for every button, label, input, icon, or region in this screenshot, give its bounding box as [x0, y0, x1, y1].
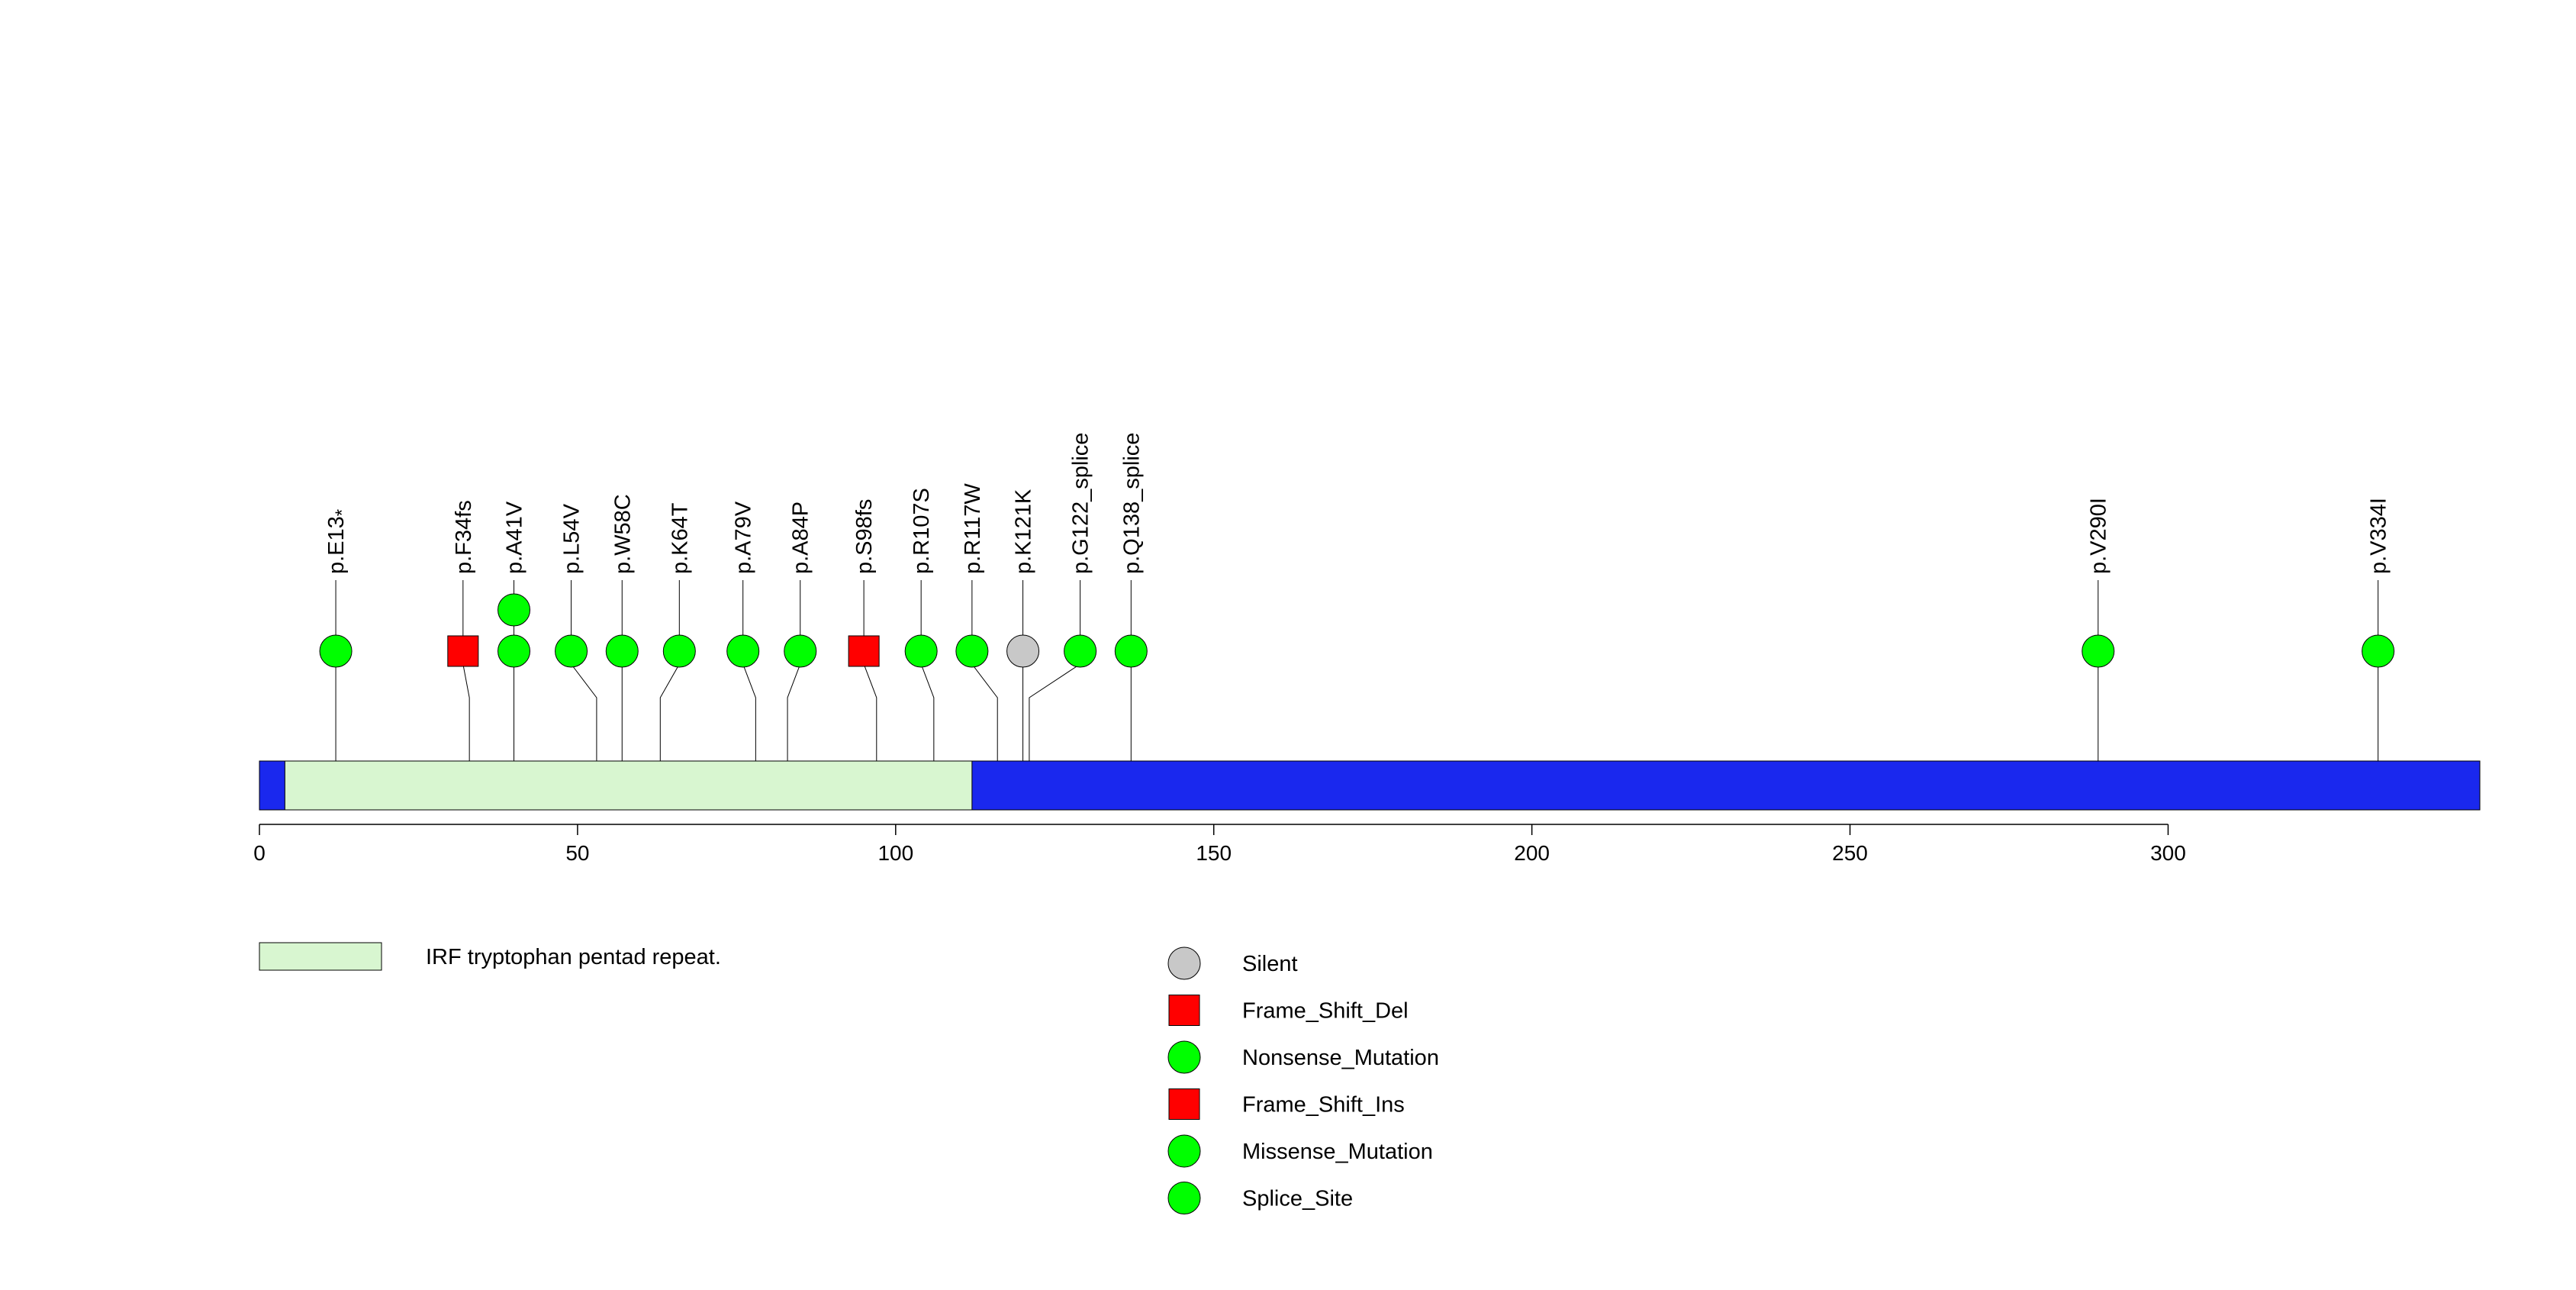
- legend-marker-3: [1168, 1088, 1200, 1120]
- mutation-label-10: p.R117W: [961, 483, 985, 574]
- legend-label-2: Nonsense_Mutation: [1242, 1046, 1439, 1070]
- legend-marker-4: [1167, 1134, 1201, 1168]
- mutation-marker-13-0: [1114, 634, 1148, 668]
- domain-legend: IRF tryptophan pentad repeat.: [259, 942, 721, 971]
- mutation-label-13: p.Q138_splice: [1119, 433, 1144, 574]
- mutation-label-3: p.L54V: [560, 503, 584, 574]
- mutation-label-text-5: p.K64T: [668, 502, 692, 574]
- mutation-label-text-2: p.A41V: [503, 501, 527, 574]
- x-tick-label-250: 250: [1832, 841, 1868, 865]
- mutation-marker-14-0: [2082, 634, 2115, 668]
- mutation-markers: [319, 593, 2395, 668]
- mutation-label-text-13: p.Q138_splice: [1119, 433, 1144, 574]
- legend-marker-5: [1167, 1182, 1201, 1214]
- mutation-marker-4-0: [605, 634, 639, 668]
- legend-label-0: Silent: [1242, 952, 1298, 976]
- mutation-label-14: p.V290I: [2087, 498, 2111, 574]
- mutation-marker-3-0: [555, 634, 588, 668]
- mutation-label-text-4: p.W58C: [610, 494, 635, 574]
- x-tick-label-150: 150: [1196, 841, 1232, 865]
- x-tick-label-300: 300: [2150, 841, 2186, 865]
- mutation-label-11: p.K121K: [1012, 489, 1036, 574]
- mutation-label-1: p.F34fs: [452, 500, 476, 574]
- x-tick-label-200: 200: [1514, 841, 1550, 865]
- mutation-label-text-8: p.S98fs: [852, 499, 877, 574]
- mutation-label-12: p.G122_splice: [1069, 433, 1093, 574]
- mutation-label-0: p.E13*: [324, 509, 353, 574]
- legend-label-3: Frame_Shift_Ins: [1242, 1093, 1405, 1117]
- mutation-type-legend: Silent Frame_Shift_Del Nonsense_Mutation Fr…: [1167, 947, 1439, 1214]
- mutation-label-text-6: p.A79V: [732, 501, 756, 574]
- mutation-label-15: p.V334I: [2367, 498, 2391, 574]
- mutation-marker-12-0: [1064, 634, 1097, 668]
- x-tick-label-100: 100: [877, 841, 913, 865]
- mutation-marker-0-0: [319, 634, 353, 668]
- domain-legend-label-0: IRF tryptophan pentad repeat.: [426, 945, 721, 969]
- mutation-label-text-3: p.L54V: [560, 503, 584, 574]
- legend-label-1: Frame_Shift_Del: [1242, 999, 1409, 1024]
- legend-marker-0: [1167, 947, 1201, 980]
- mutation-marker-9-0: [904, 634, 938, 668]
- mutation-marker-15-0: [2362, 634, 2395, 668]
- mutation-label-text-11: p.K121K: [1012, 489, 1036, 574]
- mutation-label-text-14: p.V290I: [2087, 498, 2111, 574]
- legend-marker-1: [1168, 995, 1200, 1026]
- legend-marker-2: [1167, 1040, 1201, 1074]
- mutation-label-2: p.A41V: [503, 501, 527, 574]
- mutation-label-4: p.W58C: [610, 494, 635, 574]
- mutation-label-7: p.A84P: [789, 501, 813, 574]
- mutation-marker-5-0: [662, 634, 696, 668]
- domain-region-0: [284, 760, 973, 811]
- mutation-label-text-9: p.R107S: [910, 488, 934, 574]
- x-tick-label-0: 0: [253, 841, 266, 865]
- mutation-marker-2-0: [497, 634, 531, 668]
- mutation-marker-10-0: [955, 634, 989, 668]
- mutation-label-text-10: p.R117W: [961, 483, 985, 574]
- mutation-label-8: p.S98fs: [852, 499, 877, 574]
- legend-label-5: Splice_Site: [1242, 1187, 1353, 1211]
- mutation-label-text-1: p.F34fs: [452, 500, 476, 574]
- mutation-label-text-0: p.E13: [324, 516, 349, 574]
- mutation-label-5: p.K64T: [668, 502, 692, 574]
- x-tick-label-50: 50: [565, 841, 589, 865]
- mutation-label-suffix-0: *: [332, 509, 353, 516]
- domain-legend-swatch-0: [259, 942, 382, 971]
- mutation-label-9: p.R107S: [910, 488, 934, 574]
- mutation-label-text-15: p.V334I: [2367, 498, 2391, 574]
- mutation-labels: p.E13* p.F34fs p.A41V p.L54V p.W58C p.K64T p.A…: [324, 433, 2391, 574]
- mutation-marker-11-0: [1006, 634, 1040, 668]
- mutation-label-text-7: p.A84P: [789, 501, 813, 574]
- mutation-marker-6-0: [726, 634, 760, 668]
- protein-backbone-group: [259, 760, 2481, 811]
- legend-label-4: Missense_Mutation: [1242, 1140, 1433, 1164]
- mutation-label-6: p.A79V: [732, 501, 756, 574]
- mutation-marker-7-0: [784, 634, 817, 668]
- x-axis: 0 50 100 150 200 250 300: [253, 824, 2186, 865]
- mutation-marker-1-0: [447, 635, 479, 667]
- mutation-marker-2-1: [497, 593, 531, 627]
- mutation-label-text-12: p.G122_splice: [1069, 433, 1093, 574]
- mutation-marker-8-0: [848, 635, 880, 667]
